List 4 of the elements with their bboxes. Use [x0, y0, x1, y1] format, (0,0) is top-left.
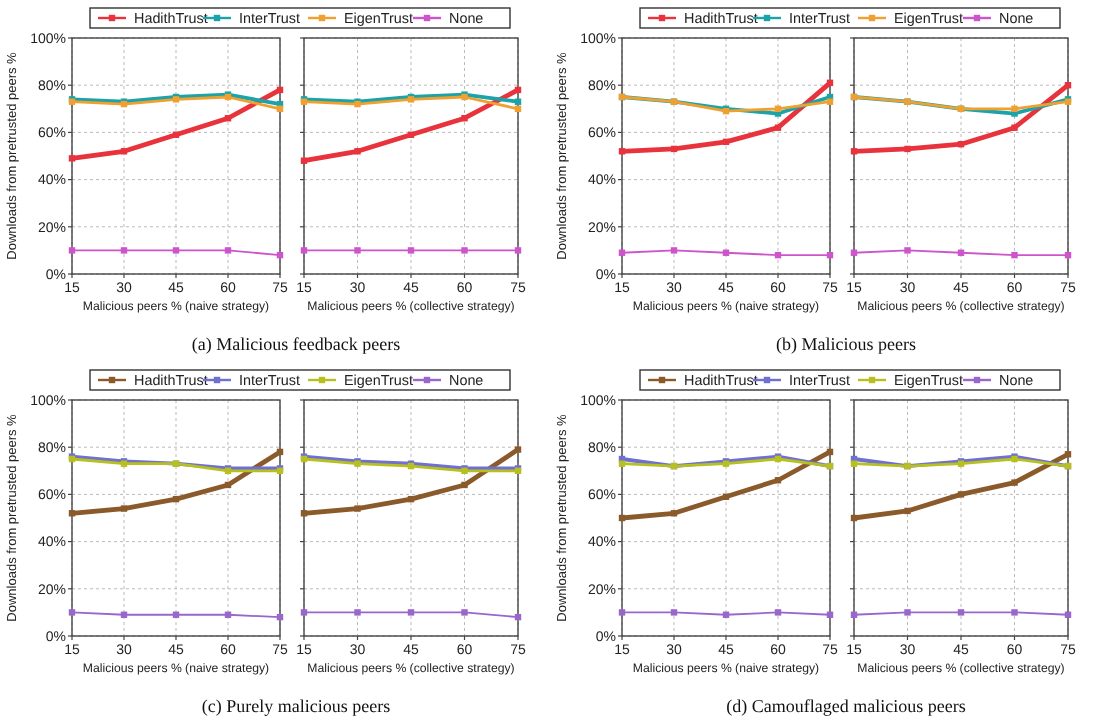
text: (c) Purely malicious peers — [201, 696, 392, 716]
text: (a) Malicious feedback peers — [191, 334, 402, 354]
text: (b) Malicious peers — [776, 334, 917, 354]
text: (d) Camouflaged malicious peers — [726, 696, 967, 716]
